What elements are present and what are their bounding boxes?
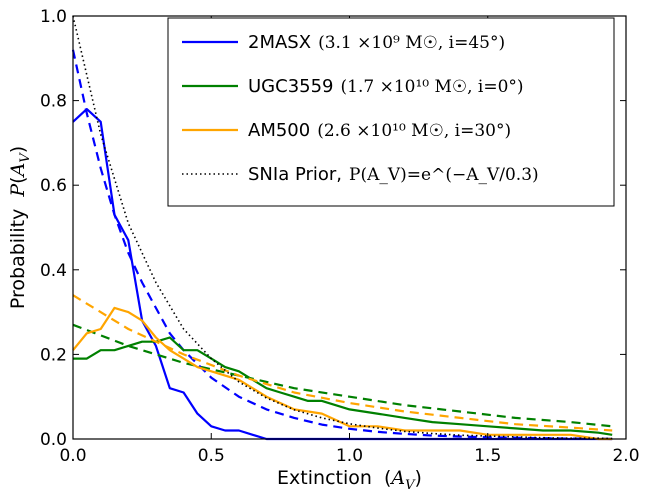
legend-math: (1.7 ×10¹⁰ M☉, i=0°) <box>341 77 524 97</box>
legend-box <box>167 17 615 207</box>
ticks-layer: 0.0 0.5 1.0 1.5 2.0 0.0 0.2 0.4 0.6 0.8 1.0 <box>40 7 640 466</box>
x-tick-label: 0.0 <box>59 446 86 466</box>
legend-label: SNIa Prior, P(A_V)=e^(−A_V/0.3) <box>248 164 539 185</box>
x-axis-label-text: Extinction <box>277 467 372 489</box>
y-tick-label: 1.0 <box>40 7 67 27</box>
x-axis-label: Extinction (AV) <box>277 467 422 493</box>
legend-math: (2.6 ×10¹⁰ M☉, i=30°) <box>317 121 511 141</box>
legend-label: AM500 (2.6 ×10¹⁰ M☉, i=30°) <box>248 120 511 141</box>
legend-name: 2MASX <box>248 32 311 53</box>
series-line-ugc3559 <box>73 336 613 436</box>
series-line-am500 <box>72 306 613 441</box>
legend-entries: 2MASX (3.1 ×10⁹ M☉, i=45°) UGC3559 (1.7 ×10… <box>182 32 539 185</box>
y-axis-label-math-paren: ( <box>7 176 29 183</box>
x-axis-label-math-close: ) <box>415 467 422 489</box>
y-tick-label: 0.0 <box>40 430 67 450</box>
legend-label: 2MASX (3.1 ×10⁹ M☉, i=45°) <box>248 32 505 53</box>
x-axis-label-math-a: A <box>389 467 405 489</box>
y-tick-label: 0.6 <box>40 176 67 196</box>
y-axis-label-math: P <box>7 183 29 198</box>
legend-name: SNIa Prior, <box>248 164 342 185</box>
y-axis-label: Probability P(AV) <box>7 146 33 309</box>
series-line-ugc3559-prior <box>72 323 613 428</box>
x-tick-label: 1.5 <box>474 446 501 466</box>
y-axis-label-math-sub: V <box>18 152 33 163</box>
axis-labels: Extinction (AV) Probability P(AV) <box>7 146 422 493</box>
legend-label: UGC3559 (1.7 ×10¹⁰ M☉, i=0°) <box>248 76 524 97</box>
x-axis-label-math-sub: V <box>405 478 416 493</box>
x-tick-label: 0.5 <box>198 446 225 466</box>
series-line-snia-prior <box>72 15 613 440</box>
legend-name: AM500 <box>248 120 310 141</box>
y-tick-label: 0.4 <box>40 261 67 281</box>
series-line-am500-prior <box>72 294 613 432</box>
y-axis-label-text: Probability <box>7 209 29 309</box>
x-axis-label-math: ( <box>384 467 391 489</box>
x-tick-label: 2.0 <box>612 446 639 466</box>
legend-math: P(A_V)=e^(−A_V/0.3) <box>349 165 539 185</box>
legend-name: UGC3559 <box>248 76 334 97</box>
y-tick-label: 0.8 <box>40 92 67 112</box>
x-tick-label: 1.0 <box>336 446 363 466</box>
legend: 2MASX (3.1 ×10⁹ M☉, i=45°) UGC3559 (1.7 ×10… <box>167 17 615 207</box>
series-line-2masx-prior <box>71 49 613 441</box>
y-tick-label: 0.2 <box>40 345 67 365</box>
y-axis-label-math-a: A <box>7 163 29 179</box>
y-axis-label-math-close: ) <box>7 146 29 153</box>
legend-math: (3.1 ×10⁹ M☉, i=45°) <box>318 33 505 53</box>
